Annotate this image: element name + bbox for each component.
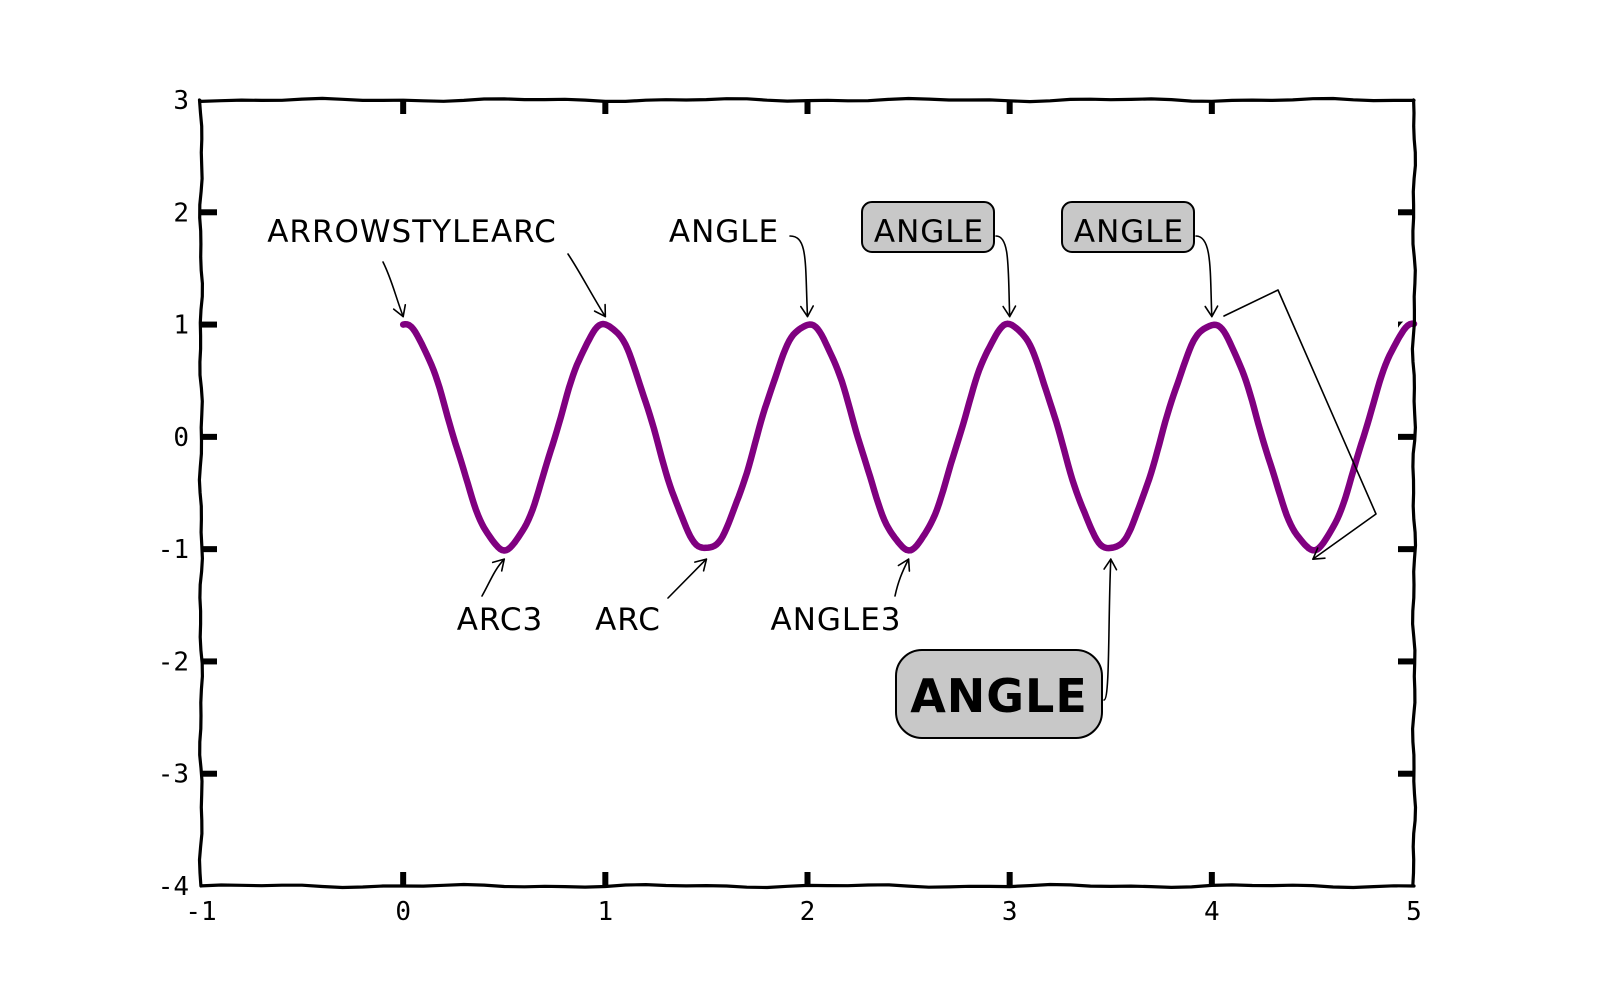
annotation-label: ARC3 [457, 602, 544, 638]
annotation-label: ANGLE [910, 669, 1088, 723]
annotation-arrowhead [1002, 305, 1017, 318]
series-line [399, 320, 1418, 554]
x-tick-label: 5 [1406, 897, 1422, 927]
x-tick-label: 4 [1204, 897, 1220, 927]
annotation-arrow [1103, 558, 1112, 701]
annotation-arrow [481, 558, 506, 597]
annotation-arrowhead [593, 303, 607, 318]
annotation-arrow [789, 235, 809, 318]
y-tick-label: -3 [158, 760, 189, 790]
x-tick-label: 0 [395, 897, 411, 927]
annotation-arrow [567, 253, 607, 318]
annotation-arrowhead [1103, 558, 1118, 571]
x-tick-label: -1 [185, 897, 216, 927]
y-tick-label: 1 [173, 311, 189, 341]
annotation-arrowhead [1204, 305, 1219, 318]
y-tick-label: -2 [158, 647, 189, 677]
annotation-box [861, 201, 995, 253]
annotation-box [1061, 201, 1195, 253]
annotation-arrow [667, 558, 708, 599]
y-tick-label: -4 [158, 872, 189, 902]
annotation-label: ANGLE3 [771, 602, 902, 638]
y-tick-label: 3 [173, 86, 189, 116]
x-tick-label: 2 [800, 897, 816, 927]
annotation-arrowhead [897, 558, 911, 572]
annotation-box [895, 649, 1103, 739]
y-tick-label: 0 [173, 423, 189, 453]
annotation-label: ANGLE [874, 214, 984, 250]
annotation-arrow [1195, 235, 1213, 318]
annotation-arrow [894, 558, 910, 597]
annotation-arrow [382, 261, 404, 318]
annotation-arrowhead [491, 558, 506, 572]
y-tick-label: -1 [158, 535, 189, 565]
annotation-arrowhead [1312, 547, 1326, 560]
plot-frame [197, 96, 1418, 890]
annotation-label: ANGLE [669, 214, 779, 250]
annotation-label: ANGLE [1074, 214, 1184, 250]
annotation-label: ARC [595, 602, 661, 638]
annotation-label: ARROWSTYLEARC [267, 214, 557, 250]
annotation-arrow [1223, 289, 1377, 560]
annotation-arrowhead [694, 558, 708, 572]
x-tick-label: 1 [598, 897, 614, 927]
annotation-arrow [995, 235, 1011, 318]
annotation-arrowhead [800, 305, 814, 318]
x-tick-label: 3 [1002, 897, 1018, 927]
annotation-arrowhead [392, 304, 407, 318]
series-lines [397, 317, 1420, 557]
axis-ticks: -1 0 1 2 3 4 5 -4 -3 -2 -1 0 1 2 3 [158, 86, 1422, 927]
y-tick-label: 2 [173, 198, 189, 228]
